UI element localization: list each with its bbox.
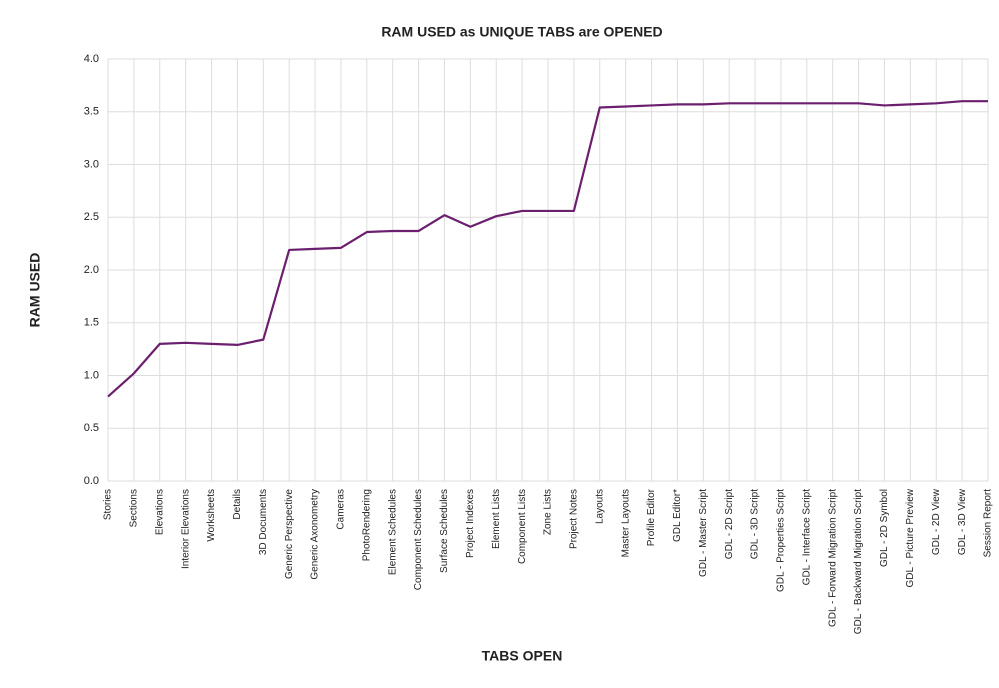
x-tick-label: GDL - Picture Preview: [905, 488, 916, 587]
x-tick-label: GDL Editor*: [672, 489, 683, 542]
x-tick-label: Element Schedules: [387, 489, 398, 575]
x-tick-label: Elevations: [154, 489, 165, 535]
x-tick-label: 3D Documents: [258, 489, 269, 555]
x-tick-label: Interior Elevations: [180, 489, 191, 569]
x-tick-label: Surface Schedules: [439, 489, 450, 573]
y-tick-label: 1.0: [84, 369, 99, 381]
x-tick-label: Details: [232, 489, 243, 520]
x-tick-label: Project Notes: [569, 489, 580, 549]
x-tick-label: Layouts: [594, 489, 605, 524]
x-tick-label: PhotoRendering: [361, 489, 372, 561]
y-tick-label: 1.5: [84, 317, 99, 329]
x-tick-label: Generic Perspective: [284, 489, 295, 579]
x-tick-label: Generic Axonometry: [310, 489, 321, 580]
y-tick-label: 2.0: [84, 264, 99, 276]
x-tick-label: GDL - 2D View: [931, 488, 942, 555]
x-tick-label: GDL - Master Script: [698, 489, 709, 577]
y-tick-label: 3.0: [84, 158, 99, 170]
x-tick-label: Component Lists: [517, 489, 528, 564]
x-tick-label: GDL - 3D View: [957, 488, 968, 555]
y-tick-label: 3.5: [84, 106, 99, 118]
x-tick-label: GDL - 3D Script: [750, 489, 761, 559]
x-tick-label: Profile Editor: [646, 488, 657, 546]
x-tick-label: GDL - 2D Symbol: [879, 489, 890, 567]
chart-title: RAM USED as UNIQUE TABS are OPENED: [381, 24, 662, 40]
x-tick-label: GDL - 2D Script: [724, 489, 735, 559]
y-tick-label: 0.0: [84, 475, 99, 487]
x-axis-label: TABS OPEN: [482, 648, 563, 664]
x-tick-label: Master Layouts: [620, 489, 631, 557]
x-tick-label: Component Schedules: [413, 489, 424, 590]
x-tick-label: Sections: [129, 489, 140, 527]
y-tick-label: 4.0: [84, 53, 99, 65]
x-tick-label: Project Indexes: [465, 489, 476, 558]
x-tick-label: Stories: [103, 489, 114, 520]
x-tick-label: Session Report: [983, 489, 994, 558]
y-axis-label: RAM USED: [27, 253, 43, 328]
x-tick-label: GDL - Interface Script: [801, 489, 812, 586]
y-tick-label: 0.5: [84, 422, 99, 434]
x-tick-label: Cameras: [336, 489, 347, 530]
x-tick-label: Element Lists: [491, 489, 502, 549]
data-line: [107, 100, 988, 398]
x-tick-label: GDL - Forward Migration Script: [827, 489, 838, 627]
y-tick-label: 2.5: [84, 211, 99, 223]
x-tick-label: GDL - Properties Script: [776, 489, 787, 592]
x-tick-label: Zone Lists: [543, 489, 554, 535]
x-tick-label: Worksheets: [206, 489, 217, 542]
x-tick-label: GDL - Backward Migration Script: [853, 489, 864, 634]
